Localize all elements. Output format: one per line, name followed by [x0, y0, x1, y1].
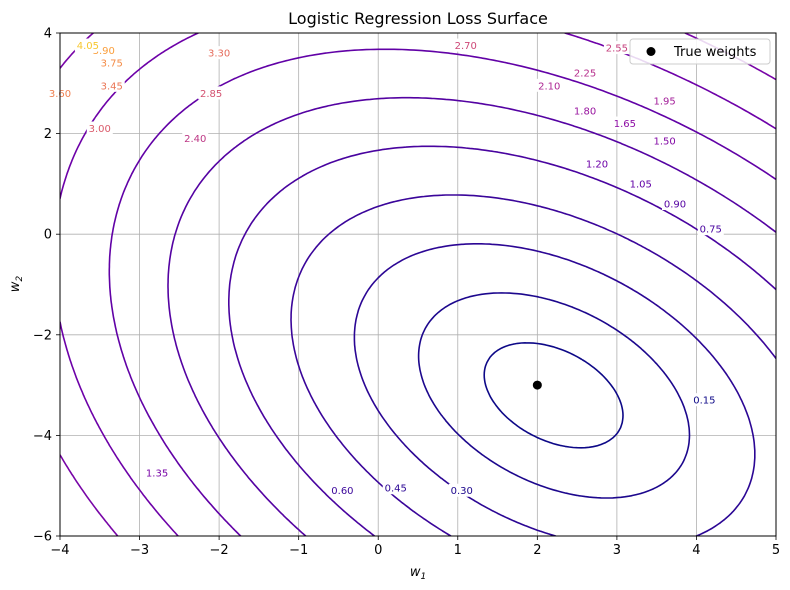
contour-label: 1.05	[630, 179, 652, 190]
legend: True weights	[629, 38, 771, 65]
contour-labels: 0.15 0.30 0.45 0.60 0.75 0.90 1.05 1.20 1.35 1.50…	[47, 38, 724, 497]
y-axis-label: w2	[8, 276, 25, 293]
contour-label-bg	[603, 41, 630, 55]
contour-label: 3.90	[93, 46, 115, 57]
contour-label-bg	[697, 222, 724, 236]
contour-line	[290, 194, 776, 536]
legend-label: True weights	[673, 45, 757, 60]
contour-label-bg	[661, 197, 688, 211]
y-tick-label: −6	[33, 530, 52, 545]
contour-label-bg	[382, 481, 409, 495]
contour-label: 2.10	[538, 81, 560, 92]
contour-label: 0.30	[451, 486, 473, 497]
x-ticks: −4 −3 −2 −1 0 1 2 3 4 5	[50, 536, 780, 558]
contour-label-bg	[86, 121, 113, 135]
contour-label: 4.05	[77, 41, 99, 52]
x-tick-label: −1	[289, 543, 308, 558]
contour-label: 0.75	[700, 225, 722, 236]
chart-title: Logistic Regression Loss Surface	[288, 9, 548, 28]
y-tick-label: 0	[44, 228, 52, 243]
contour-line	[228, 145, 776, 536]
contour-label-bg	[98, 56, 125, 70]
contour-label: 1.35	[146, 469, 168, 480]
contour-label-bg	[98, 78, 125, 92]
contour-label: 0.45	[385, 484, 407, 495]
contour-label-bg	[452, 38, 479, 52]
legend-marker	[646, 47, 656, 56]
contour-label-bg	[627, 176, 654, 190]
x-tick-label: −3	[130, 543, 149, 558]
contour-label: 1.95	[653, 96, 675, 107]
contour-label-bg	[198, 86, 225, 100]
contour-label-bg	[651, 93, 678, 107]
contour-label: 2.70	[455, 41, 477, 52]
contour-label-bg	[611, 116, 638, 130]
x-tick-label: 1	[454, 543, 462, 558]
contour-label: 2.40	[184, 134, 206, 145]
contour-label-bg	[584, 156, 610, 170]
legend-box	[629, 38, 771, 65]
x-tick-label: −2	[210, 543, 229, 558]
contour-line	[353, 243, 756, 536]
x-tick-label: 5	[772, 543, 780, 558]
contour-line	[167, 96, 776, 536]
contour-label: 2.85	[200, 89, 222, 100]
contour-label: 3.00	[89, 124, 111, 135]
x-tick-label: 2	[533, 543, 541, 558]
contour-label-bg	[651, 134, 678, 148]
x-tick-label: 3	[613, 543, 621, 558]
x-tick-label: 0	[374, 543, 382, 558]
contour-label: 1.50	[653, 137, 675, 148]
contour-label-bg	[329, 483, 356, 497]
contour-label-bg	[182, 131, 209, 145]
contour-label: 1.20	[586, 159, 608, 170]
x-tick-label: −4	[50, 543, 69, 558]
y-tick-label: −2	[33, 328, 52, 343]
plot-frame	[59, 32, 777, 537]
contour-label: 0.90	[664, 200, 686, 211]
contour-label-bg	[572, 66, 599, 80]
contour-label-bg	[691, 393, 718, 407]
contour-line	[417, 292, 691, 499]
contour-label-bg	[74, 38, 101, 52]
x-tick-label: 4	[692, 543, 700, 558]
contour-line	[108, 48, 776, 536]
contour-label-bg	[448, 483, 475, 497]
contour-label: 3.30	[208, 49, 230, 60]
contour-label: 1.80	[574, 106, 596, 117]
points	[532, 380, 542, 390]
contour-label-bg	[206, 46, 233, 60]
y-tick-label: 4	[44, 27, 52, 42]
contour-lines	[60, 33, 776, 536]
contour-label: 0.60	[331, 486, 353, 497]
contour-label: 2.25	[574, 69, 596, 80]
contour-label: 3.45	[101, 81, 123, 92]
contour-label: 0.15	[693, 396, 715, 407]
contour-label: 1.65	[614, 119, 636, 130]
true-weights-point	[532, 380, 542, 390]
y-tick-label: 2	[44, 127, 52, 142]
contour-label: 2.55	[606, 44, 628, 55]
x-axis-label: w1	[410, 565, 426, 582]
contour-label-bg	[572, 103, 599, 117]
contour-label-bg	[144, 466, 171, 480]
contour-line	[483, 342, 624, 449]
contour-label: 3.75	[101, 59, 123, 70]
y-ticks: −6 −4 −2 0 2 4	[33, 27, 60, 545]
contour-label-bg	[536, 78, 563, 92]
y-tick-label: −4	[33, 429, 52, 444]
